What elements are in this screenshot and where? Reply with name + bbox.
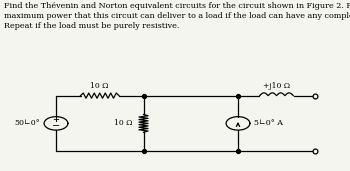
Text: Find the Thévenin and Norton equivalent circuits for the circuit shown in Figure: Find the Thévenin and Norton equivalent … [4, 2, 350, 30]
Text: 10 Ω: 10 Ω [91, 82, 109, 90]
Text: +j10 Ω: +j10 Ω [263, 82, 290, 90]
Text: −: − [52, 122, 60, 131]
Text: 10 Ω: 10 Ω [114, 119, 132, 127]
Text: 5∟0° A: 5∟0° A [254, 119, 283, 127]
Text: +: + [52, 116, 60, 124]
Text: 50∟0°: 50∟0° [14, 119, 40, 127]
